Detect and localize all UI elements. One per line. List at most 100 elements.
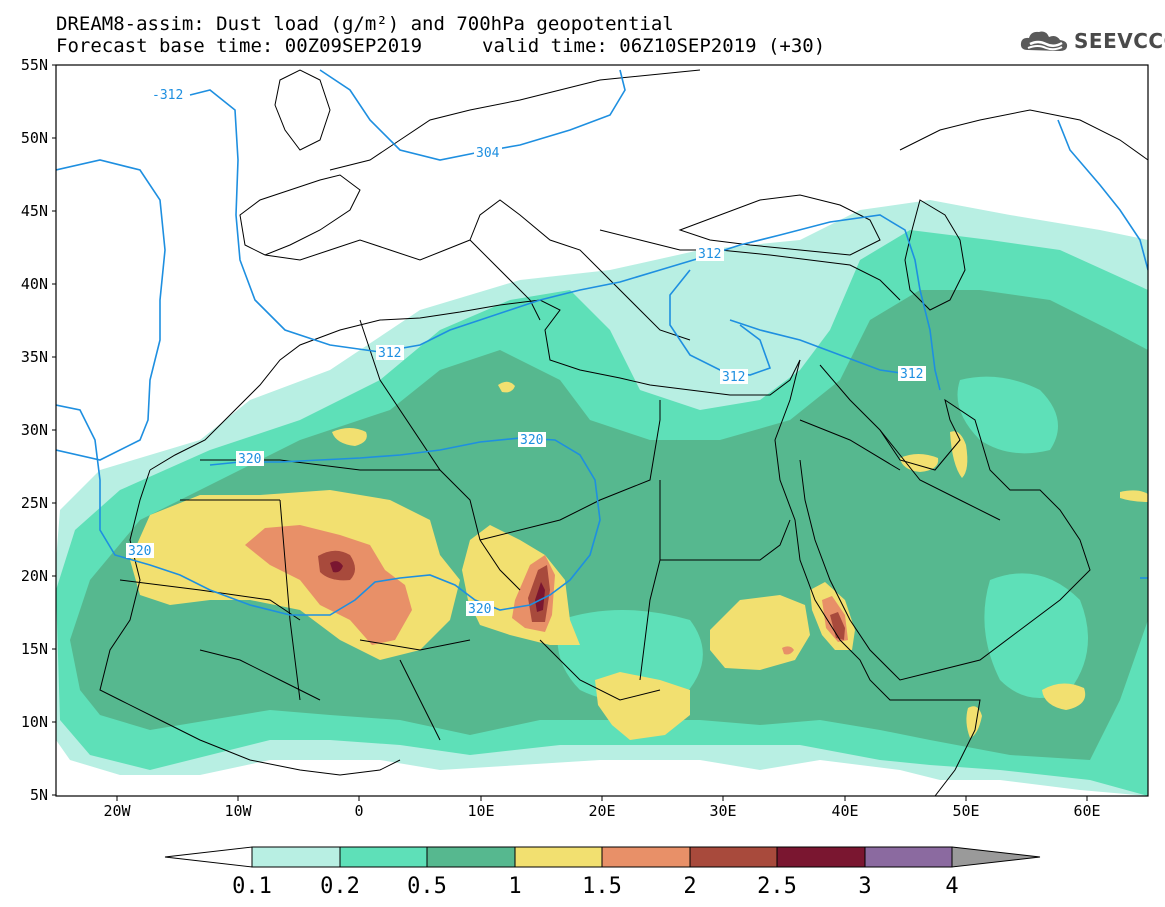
lat-label: 25N (21, 494, 48, 512)
dust-patch-tunisia (498, 381, 515, 393)
lon-label: 20E (588, 802, 615, 820)
lat-label: 10N (21, 713, 48, 731)
coast-northern-europe (329, 69, 1148, 171)
isoline-label: 320 (468, 602, 491, 617)
dust-contour-2.5-chad (535, 582, 545, 612)
isoline-312-west (56, 159, 166, 461)
logo-text: SEEVCCC (1074, 29, 1165, 53)
isoline-312-levant (729, 319, 916, 376)
isoline-label-bg (518, 432, 546, 447)
isoline-label-bg (376, 345, 404, 360)
isoline-label-bg (696, 246, 724, 261)
lon-label: 10W (224, 802, 252, 820)
lat-label: 5N (30, 786, 48, 804)
dust-inner-patch-sahel (557, 610, 703, 704)
dust-inner-patch-arabia (957, 376, 1058, 454)
lon-label: 40E (831, 802, 858, 820)
colorbar-low-arrow (164, 846, 253, 868)
isoline-minus312 (189, 89, 381, 353)
seevccc-logo: SEEVCCC (1018, 26, 1165, 56)
isoline-label-bg (466, 601, 494, 616)
title-line-2-base-time: Forecast base time: 00Z09SEP2019 (56, 35, 423, 57)
dust-patch-algeria-north (332, 428, 367, 446)
title-line-1: DREAM8-assim: Dust load (g/m²) and 700hP… (56, 13, 674, 35)
map-field: -312 304 312 312 312 312 320 320 320 320 (56, 65, 1148, 796)
isoline-label-bg (150, 87, 184, 102)
coast-britain (274, 69, 331, 151)
colorbar-label: 0.5 (407, 874, 447, 899)
lat-label: 15N (21, 640, 48, 658)
isoline-label-bg (236, 451, 264, 466)
colorbar-swatch-1.5 (601, 846, 691, 868)
colorbar-high-arrow (951, 846, 1041, 868)
colorbar-swatch-0.1 (251, 846, 341, 868)
colorbar-swatch-0.5 (426, 846, 516, 868)
lat-label: 50N (21, 129, 48, 147)
lon-label: 50E (952, 802, 979, 820)
coast-europe-south (264, 199, 901, 341)
dust-contour-1.5-mali (245, 525, 412, 645)
colorbar-swatch-0.2 (339, 846, 428, 868)
isoline-label: 312 (378, 346, 401, 361)
dust-contour-2.5-mali (330, 561, 343, 573)
lat-label: 40N (21, 275, 48, 293)
isoline-label: 320 (520, 433, 543, 448)
coast-arabia (799, 364, 1091, 681)
coast-north-africa (149, 299, 801, 471)
coast-iberia (239, 174, 361, 256)
colorbar-label: 0.1 (232, 874, 272, 899)
lon-label: 30E (709, 802, 736, 820)
colorbar-label: 1.5 (582, 874, 622, 899)
lat-label: 35N (21, 348, 48, 366)
dust-inner-patch-east (984, 573, 1088, 698)
colorbar-swatch-1 (514, 846, 603, 868)
colorbar-label: 3 (858, 874, 871, 899)
lon-label: 60E (1073, 802, 1100, 820)
isoline-label-bg (474, 145, 502, 160)
lon-label: 0 (354, 802, 363, 820)
isoline-320-east (1057, 119, 1148, 271)
colorbar-label: 2 (683, 874, 696, 899)
dust-patch-gulf (950, 431, 968, 478)
lon-label: 20W (103, 802, 131, 820)
coast-caspian (904, 199, 966, 311)
colorbar-label: 4 (945, 874, 958, 899)
isoline-label: 312 (722, 370, 745, 385)
colorbar-label: 2.5 (757, 874, 797, 899)
longitude-axis: 20W 10W 0 10E 20E 30E 40E 50E 60E (103, 796, 1101, 820)
isoline-label-bg (898, 366, 926, 381)
isoline-label-bg (126, 543, 154, 558)
lat-label: 45N (21, 202, 48, 220)
lat-label: 55N (21, 56, 48, 74)
lat-label: 20N (21, 567, 48, 585)
lon-label: 10E (467, 802, 494, 820)
latitude-axis: 55N 50N 45N 40N 35N 30N 25N 20N 15N 10N … (21, 56, 56, 804)
dust-patch-far-east (1120, 490, 1148, 502)
colorbar-swatch-2 (689, 846, 778, 868)
isoline-label: 320 (238, 452, 261, 467)
isoline-label: -312 (152, 88, 183, 103)
isoline-label-bg (720, 369, 748, 384)
lat-label: 30N (21, 421, 48, 439)
colorbar (164, 846, 1041, 868)
cloud-icon (1020, 31, 1068, 51)
isoline-label: 320 (128, 544, 151, 559)
title-line-2-valid-time: valid time: 06Z10SEP2019 (+30) (482, 35, 826, 57)
dust-contour-1-car (595, 672, 690, 740)
isoline-label: 312 (698, 247, 721, 262)
dust-contour-0.5 (70, 290, 1148, 760)
colorbar-label: 1 (508, 874, 521, 899)
colorbar-labels: 0.1 0.2 0.5 1 1.5 2 2.5 3 4 (232, 874, 959, 899)
dust-patch-sudan-small (782, 646, 794, 655)
dust-patch-somalia (1042, 683, 1086, 710)
isoline-label: 304 (476, 146, 500, 161)
dust-contour-2-eritrea (830, 612, 845, 640)
border-sahara-2 (119, 459, 441, 741)
colorbar-swatch-3 (864, 846, 953, 868)
isoline-labels: -312 304 312 312 312 312 320 320 320 320 (126, 87, 926, 617)
coast-red-sea-west (774, 359, 981, 796)
coastlines (99, 69, 1148, 796)
isoline-label: 312 (900, 367, 923, 382)
colorbar-label: 0.2 (320, 874, 360, 899)
